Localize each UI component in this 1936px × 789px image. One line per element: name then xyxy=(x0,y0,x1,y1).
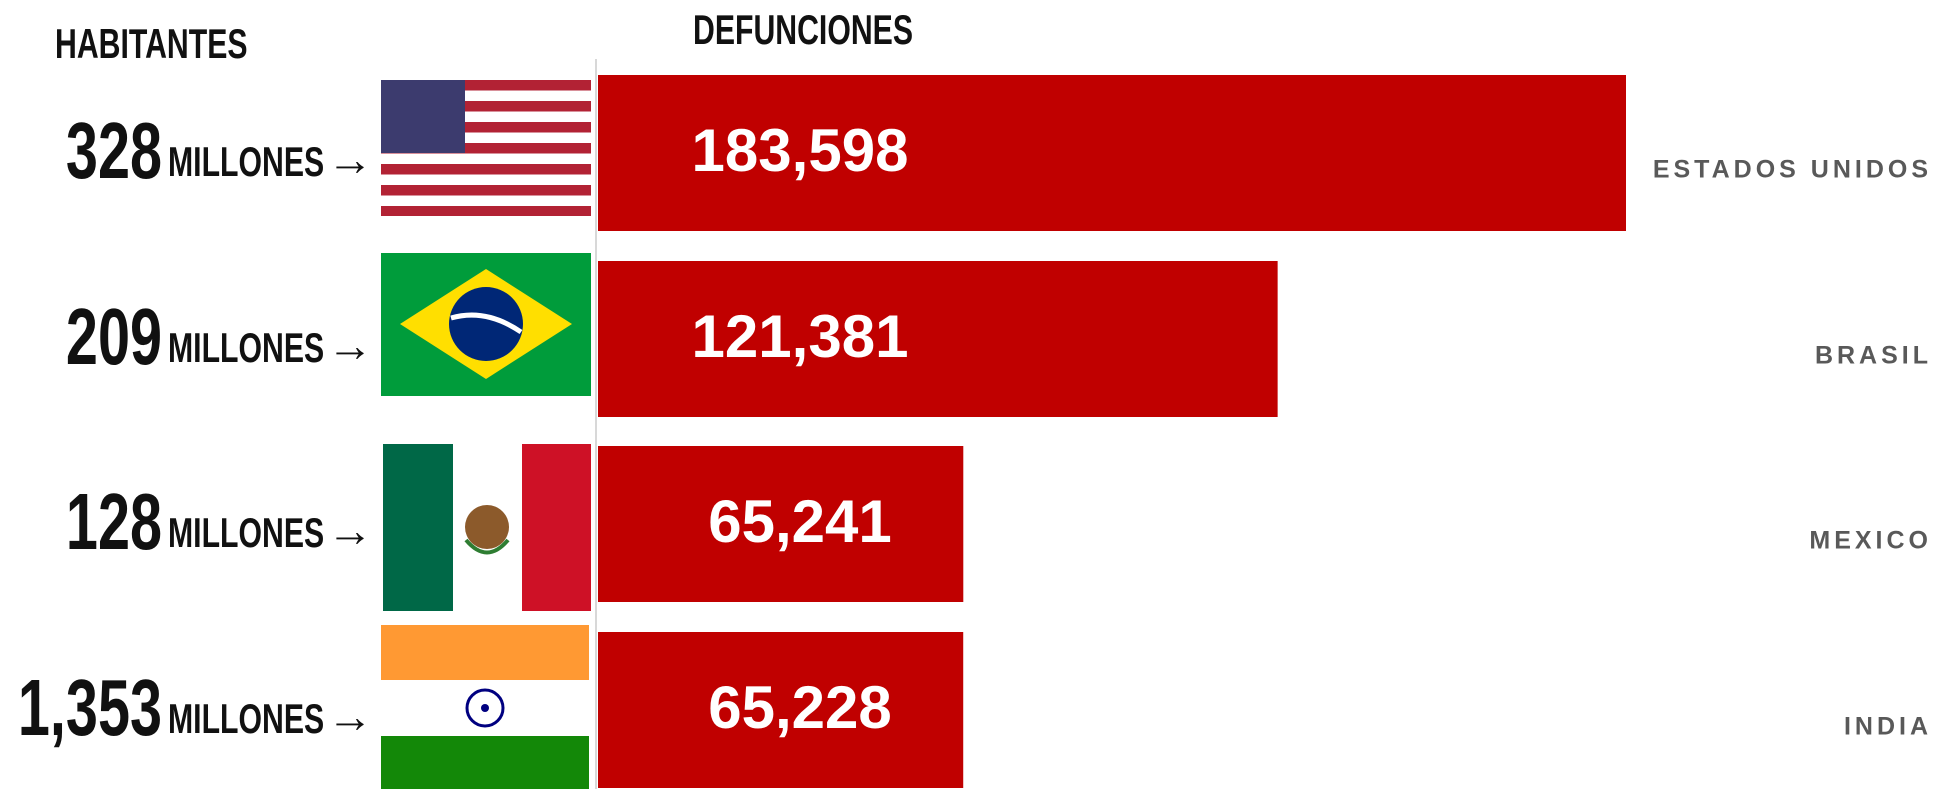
population-group: 128 xyxy=(66,477,162,567)
value-label: 183,598 xyxy=(692,117,909,184)
population-unit: MILLONES xyxy=(168,509,324,556)
population-header: HABITANTES xyxy=(55,20,248,67)
population-group: 209 xyxy=(66,292,162,382)
arrow: → xyxy=(327,504,373,556)
header-group: HABITANTES xyxy=(55,20,248,67)
population-group: 1,353 xyxy=(18,663,162,753)
arrow: → xyxy=(327,319,373,371)
value-label: 65,228 xyxy=(708,674,892,741)
bar xyxy=(598,75,1626,231)
category-label: INDIA xyxy=(1844,713,1932,741)
arrow: → xyxy=(327,690,373,742)
population-label: 128 xyxy=(66,477,162,567)
category-label: MEXICO xyxy=(1809,527,1932,555)
population-unit: MILLONES xyxy=(168,138,324,185)
value-label: 121,381 xyxy=(692,303,909,370)
population-label: 328 xyxy=(66,106,162,196)
unit-group: MILLONES xyxy=(168,695,324,742)
flag-brazil xyxy=(381,253,591,396)
header-group: DEFUNCIONES xyxy=(693,6,913,53)
flag-mexico xyxy=(383,444,591,611)
bar xyxy=(598,632,964,788)
bar xyxy=(598,446,964,602)
population-label: 1,353 xyxy=(18,663,162,753)
value-label: 65,241 xyxy=(708,488,892,555)
arrow: → xyxy=(327,133,373,185)
population-group: 328 xyxy=(66,106,162,196)
flag-us xyxy=(381,80,591,216)
chart-title: DEFUNCIONES xyxy=(693,6,913,53)
bar xyxy=(598,261,1278,417)
population-unit: MILLONES xyxy=(168,695,324,742)
category-label: ESTADOS UNIDOS xyxy=(1653,156,1932,184)
population-unit: MILLONES xyxy=(168,324,324,371)
flag-india xyxy=(381,625,589,789)
unit-group: MILLONES xyxy=(168,324,324,371)
unit-group: MILLONES xyxy=(168,138,324,185)
population-label: 209 xyxy=(66,292,162,382)
unit-group: MILLONES xyxy=(168,509,324,556)
category-label: BRASIL xyxy=(1815,342,1932,370)
